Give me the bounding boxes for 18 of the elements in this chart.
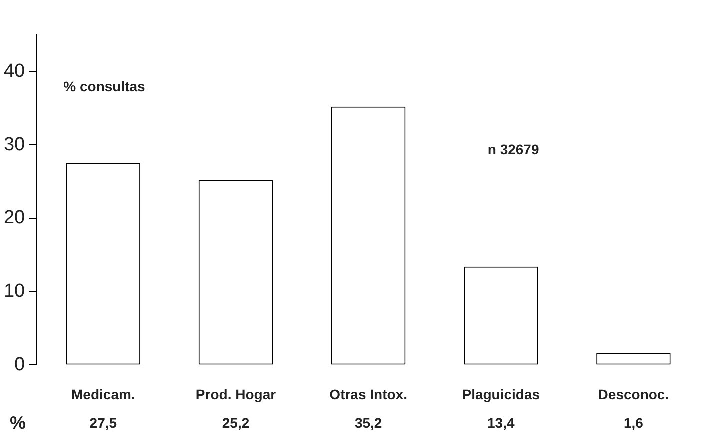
y-tick-label: 20: [4, 208, 26, 229]
annotation: n 32679: [488, 141, 540, 158]
x-tick-label: Otras Intox.: [330, 386, 408, 402]
x-tick-label: Plaguicidas: [462, 386, 540, 402]
data-label: 35,2: [354, 415, 382, 432]
y-tick-label: 0: [14, 354, 26, 376]
data-label: 27,5: [90, 415, 118, 432]
data-label: 25,2: [222, 415, 250, 432]
annotation: % consultas: [64, 78, 146, 95]
x-tick-label: Desconoc.: [598, 386, 670, 402]
x-tick-label: Prod. Hogar: [196, 386, 277, 402]
data-label: 1,6: [624, 415, 644, 432]
y-tick-label: 30: [4, 134, 26, 156]
data-label: 13,4: [488, 415, 515, 432]
x-tick-label: Medicam.: [72, 386, 136, 402]
y-tick-label: 10: [4, 281, 26, 302]
text: %: [10, 413, 26, 434]
y-tick-label: 40: [4, 60, 26, 82]
